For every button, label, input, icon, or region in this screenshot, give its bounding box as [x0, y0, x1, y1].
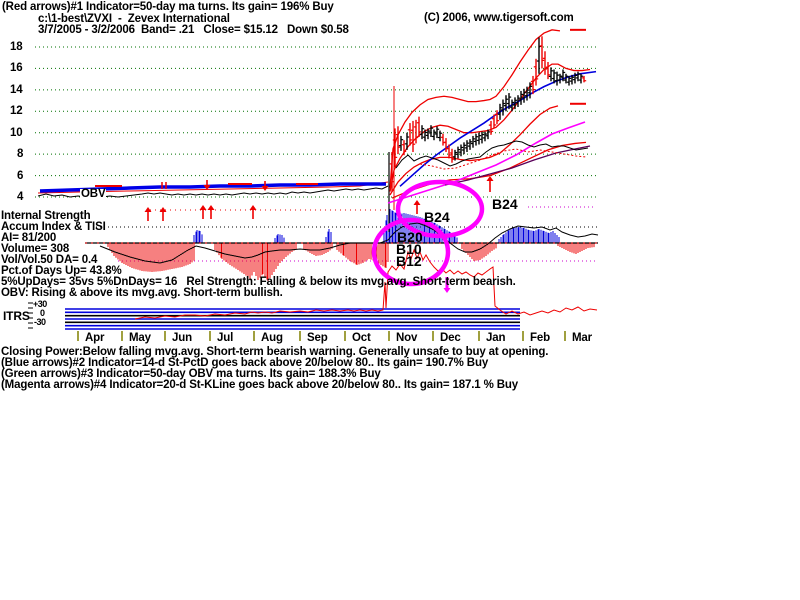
- copyright-text: (C) 2006, www.tigersoft.com: [424, 12, 574, 24]
- month-label-sep: Sep: [307, 332, 328, 344]
- month-label-feb: Feb: [530, 332, 550, 344]
- annotation-b24-outer: B24: [492, 196, 518, 212]
- y-axis-label-16: 16: [10, 62, 23, 75]
- month-label-may: May: [129, 332, 151, 344]
- pct-days-up-value: Pct.of Days Up= 43.8%: [1, 265, 122, 277]
- month-label-dec: Dec: [440, 332, 461, 344]
- obv-label: OBV: [80, 188, 107, 200]
- y-axis-label-8: 8: [17, 148, 24, 161]
- y-axis-label-6: 6: [17, 169, 24, 182]
- accum-index-label: Accum Index & TISI: [1, 221, 106, 233]
- internal-strength-label: Internal Strength: [1, 210, 91, 222]
- file-path-title: c:\1-best\ZVXI - Zevex International: [38, 13, 230, 25]
- month-label-mar: Mar: [572, 332, 593, 344]
- signal-summary-blue: (Blue arrows)#2 Indicator=14-d St-PctD g…: [1, 357, 489, 369]
- annotation-b10: B10: [396, 241, 422, 257]
- y-axis-label-14: 14: [10, 83, 23, 96]
- signal-summary-magenta: (Magenta arrows)#4 Indicator=20-d St-KLi…: [1, 379, 518, 391]
- date-range-stats: 3/7/2005 - 3/2/2006 Band= .21 Close= $15…: [38, 24, 349, 36]
- y-axis-label-18: 18: [10, 40, 23, 53]
- month-label-jan: Jan: [486, 332, 506, 344]
- month-label-apr: Apr: [85, 332, 105, 344]
- month-label-jun: Jun: [172, 332, 192, 344]
- ai-value: AI= 81/200: [1, 232, 57, 244]
- annotation-b20: B20: [397, 229, 423, 245]
- month-label-jul: Jul: [217, 332, 234, 344]
- itrs-scale-minus30: -30: [34, 317, 46, 327]
- itrs-scale-plus30: +30: [33, 299, 47, 309]
- vol-ratio-value: Vol/Vol.50 DA= 0.4: [1, 254, 98, 266]
- annotation-b12: B12: [396, 253, 422, 269]
- y-axis-label-10: 10: [10, 126, 23, 139]
- signal-summary-red: (Red arrows)#1 Indicator=50-day ma turns…: [2, 1, 334, 13]
- month-label-nov: Nov: [396, 332, 418, 344]
- y-axis-label-12: 12: [10, 105, 23, 118]
- y-axis-label-4: 4: [17, 191, 24, 203]
- annotation-b24-inner: B24: [424, 209, 450, 225]
- itrs-label: ITRS: [3, 309, 30, 323]
- itrs-scale-zero: 0: [40, 308, 45, 318]
- updays-rel-strength-status: 5%UpDays= 35vs 5%DnDays= 16 Rel Strength…: [1, 276, 516, 288]
- closing-power-status: Closing Power:Below falling mvg.avg. Sho…: [1, 346, 549, 358]
- month-label-aug: Aug: [261, 332, 283, 344]
- obv-status: OBV: Rising & above its mvg.avg. Short-t…: [1, 287, 283, 299]
- signal-summary-green: (Green arrows)#3 Indicator=50-day OBV ma…: [1, 368, 381, 380]
- volume-value: Volume= 308: [1, 243, 70, 255]
- month-label-oct: Oct: [352, 332, 371, 344]
